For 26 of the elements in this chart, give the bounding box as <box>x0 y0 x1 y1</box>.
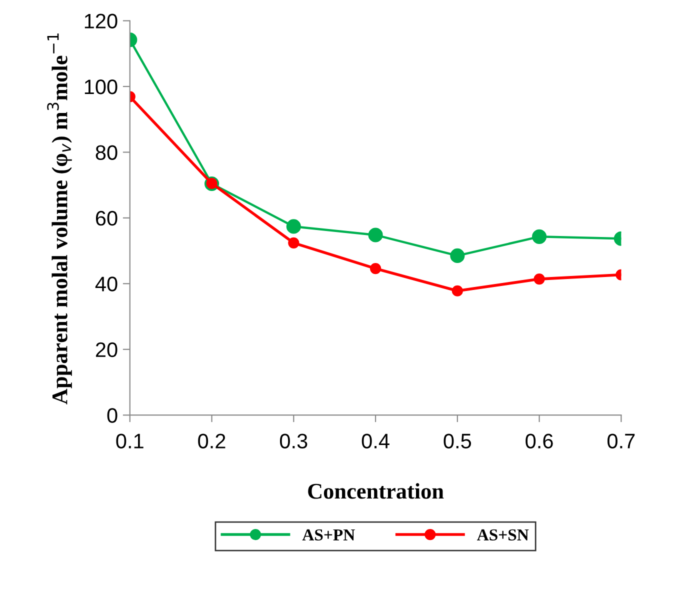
y-tick-label: 100 <box>84 79 118 94</box>
y-axis-title: Apparent molal volume (φ$_{v}$) m$^{3}$mole$^{−1}$ <box>47 34 72 404</box>
x-tick-label: 0.7 <box>608 434 635 448</box>
x-tick-label: 0.5 <box>444 434 472 448</box>
legend-label: AS+PN <box>302 529 355 541</box>
y-tick-label: 80 <box>96 145 118 160</box>
y-tick-label: 60 <box>96 210 118 226</box>
point <box>534 273 545 285</box>
y-tick-label: 120 <box>84 14 118 29</box>
x-tick-label: 0.6 <box>526 434 553 448</box>
y-tick-label: 40 <box>95 276 118 292</box>
point <box>368 228 383 242</box>
point <box>532 229 547 244</box>
point <box>288 237 300 248</box>
legend-label: AS+SN <box>476 529 529 541</box>
x-tick-label: 0.1 <box>116 434 144 448</box>
x-tick-label: 0.4 <box>362 434 390 448</box>
point <box>286 219 301 234</box>
x-axis-title: Concentration <box>308 483 444 499</box>
x-tick-label: 0.2 <box>198 434 226 448</box>
point <box>450 248 465 264</box>
y-tick-label: 20 <box>96 342 118 358</box>
point <box>370 262 382 274</box>
y-tick-label: 0 <box>107 408 118 423</box>
x-tick-label: 0.3 <box>280 434 308 448</box>
point <box>452 285 463 296</box>
